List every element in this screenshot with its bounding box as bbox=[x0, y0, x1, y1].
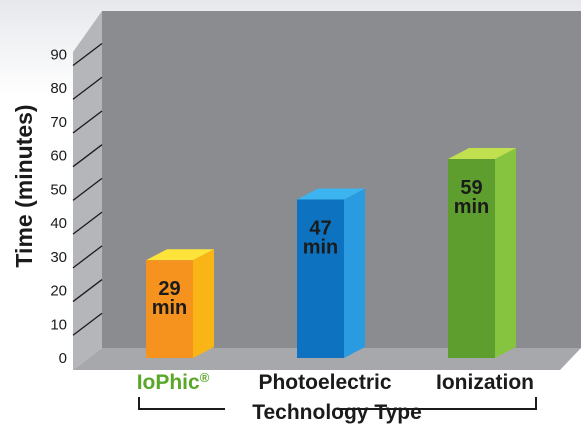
y-tick-50 bbox=[72, 177, 103, 201]
bar-ionization bbox=[448, 148, 516, 358]
plot-side-wall bbox=[73, 11, 102, 370]
y-tick-label-60: 60 bbox=[50, 148, 67, 165]
bar-side-ionization bbox=[495, 148, 516, 358]
y-tick-label-90: 90 bbox=[50, 47, 67, 64]
bar-side-photoelectric bbox=[344, 188, 365, 358]
y-tick-20 bbox=[72, 279, 103, 303]
bar-iophic bbox=[146, 249, 214, 358]
bar-top-ionization bbox=[448, 148, 516, 160]
category-label-iophic: IoPhic® bbox=[137, 370, 210, 394]
y-tick-label-50: 50 bbox=[50, 181, 67, 198]
y-tick-label-80: 80 bbox=[50, 80, 67, 97]
bar-value-label-iophic: 29 bbox=[158, 278, 180, 300]
bar-value-label-ionization: 59 bbox=[460, 177, 482, 199]
bar-side-iophic bbox=[193, 249, 214, 358]
bar-unit-label-iophic: min bbox=[152, 297, 188, 319]
y-tick-label-10: 10 bbox=[50, 316, 67, 333]
y-tick-label-40: 40 bbox=[50, 215, 67, 232]
registered-mark: ® bbox=[200, 370, 210, 385]
category-label-ionization: Ionization bbox=[436, 371, 534, 394]
bar-unit-label-ionization: min bbox=[454, 196, 490, 218]
y-tick-80 bbox=[72, 76, 103, 100]
y-tick-60 bbox=[72, 144, 103, 168]
bar-value-label-photoelectric: 47 bbox=[309, 218, 331, 240]
y-tick-label-30: 30 bbox=[50, 249, 67, 266]
bar-front-iophic bbox=[146, 260, 193, 358]
bar-top-iophic bbox=[146, 249, 214, 261]
bar-top-photoelectric bbox=[297, 188, 365, 200]
y-tick-label-0: 0 bbox=[59, 350, 67, 367]
y-axis-ticks bbox=[72, 43, 103, 336]
bar-unit-label-photoelectric: min bbox=[303, 237, 339, 259]
bars bbox=[146, 148, 516, 358]
y-tick-40 bbox=[72, 211, 103, 235]
category-label-photoelectric: Photoelectric bbox=[258, 371, 391, 394]
y-axis-title: Time (minutes) bbox=[11, 104, 37, 267]
y-tick-10 bbox=[72, 312, 103, 336]
y-tick-label-20: 20 bbox=[50, 283, 67, 300]
technology-type-bracket bbox=[138, 397, 537, 410]
y-tick-90 bbox=[72, 43, 103, 67]
x-axis-category-labels: IoPhic® Photoelectric Ionization bbox=[137, 370, 534, 394]
bar-photoelectric bbox=[297, 188, 365, 358]
x-axis-title: Technology Type bbox=[252, 401, 422, 424]
y-tick-30 bbox=[72, 245, 103, 269]
y-tick-70 bbox=[72, 110, 103, 134]
y-tick-label-70: 70 bbox=[50, 114, 67, 131]
bar-front-photoelectric bbox=[297, 199, 344, 358]
y-axis-tick-labels: 0 10 20 30 40 50 60 70 80 90 bbox=[50, 47, 67, 367]
bar-front-ionization bbox=[448, 159, 495, 358]
